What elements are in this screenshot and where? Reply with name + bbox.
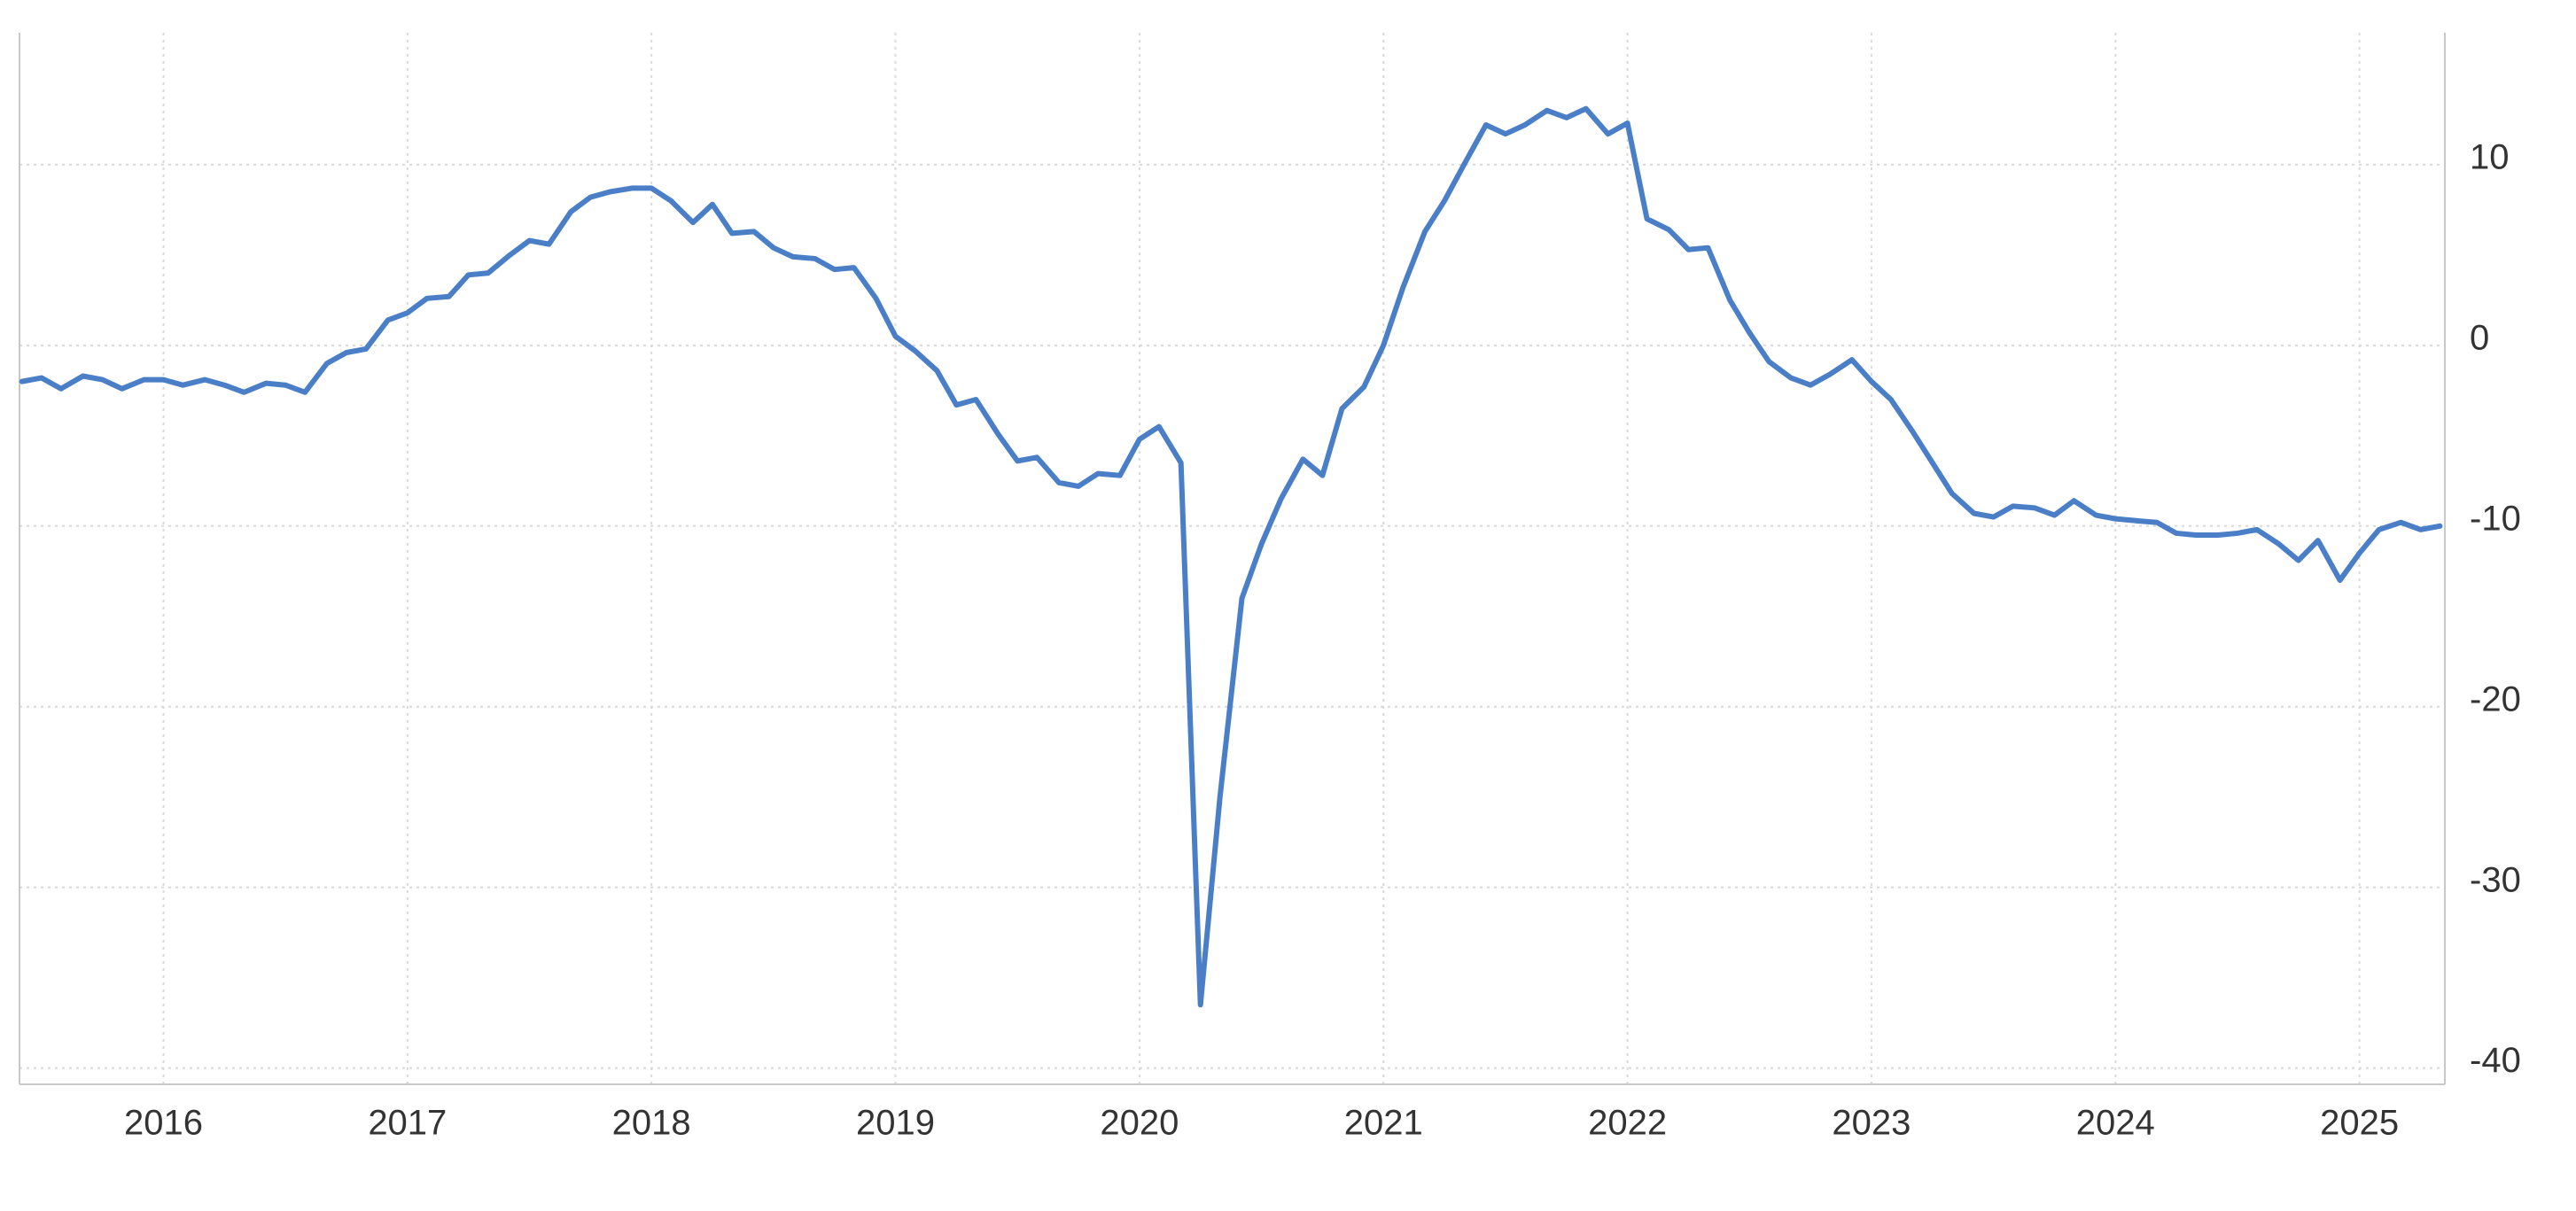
y-tick-label: -10 [2470,499,2521,538]
x-tick-label: 2025 [2320,1104,2399,1143]
x-tick-label: 2017 [368,1104,447,1143]
data-line [19,105,2443,1008]
x-tick-label: 2024 [2076,1104,2155,1143]
x-tick-label: 2020 [1100,1104,1179,1143]
y-tick-label: 0 [2470,318,2489,357]
y-tick-label: -20 [2470,679,2521,718]
x-tick-label: 2019 [856,1104,935,1143]
x-tick-label: 2022 [1588,1104,1667,1143]
x-tick-label: 2018 [612,1104,691,1143]
y-tick-label: 10 [2470,137,2510,176]
x-tick-label: 2021 [1344,1104,1423,1143]
x-tick-label: 2016 [124,1104,203,1143]
y-tick-label: -30 [2470,860,2521,899]
x-tick-label: 2023 [1832,1104,1911,1143]
y-tick-label: -40 [2470,1041,2521,1080]
